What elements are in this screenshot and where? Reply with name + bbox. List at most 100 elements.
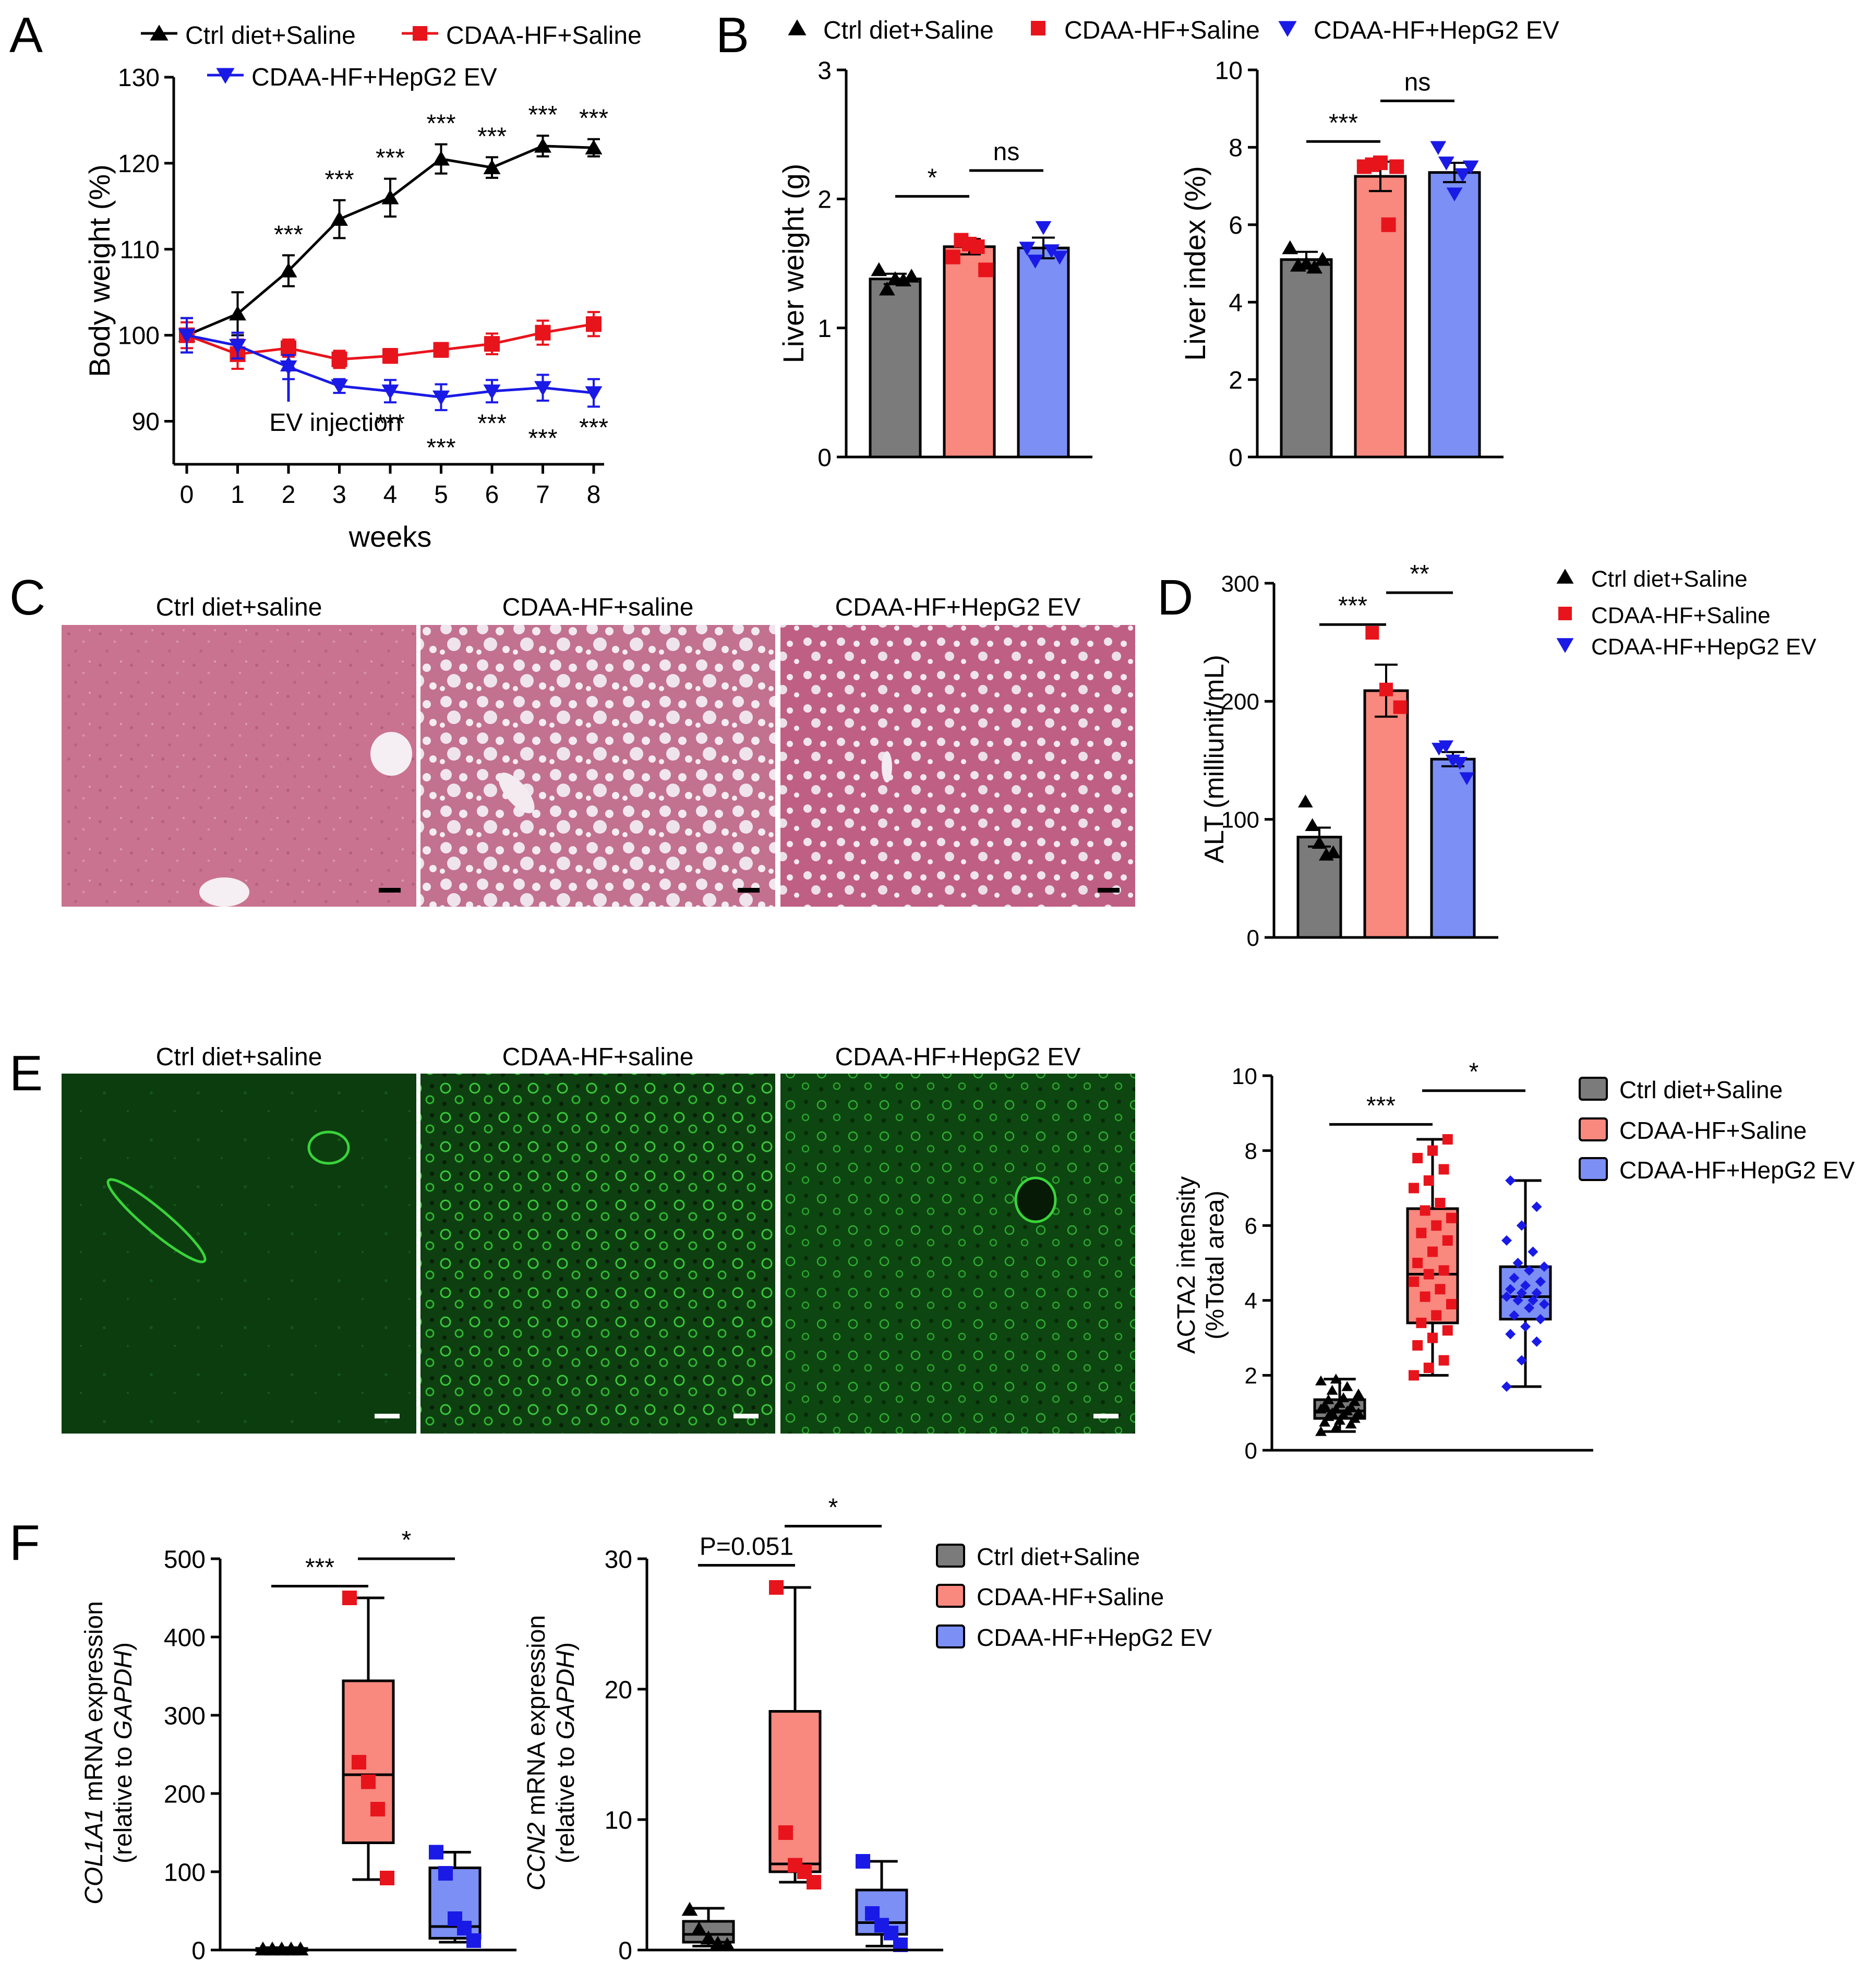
- a-significance-lower: ***: [426, 434, 455, 462]
- f1-data-point: [292, 1941, 309, 1956]
- f1-y-tick-label: 500: [164, 1546, 206, 1573]
- a-significance-lower: ***: [528, 425, 557, 452]
- a-x-tick-label: 6: [485, 481, 499, 509]
- a-ev-arrow-head: [280, 356, 297, 371]
- a-significance-upper: ***: [477, 123, 507, 150]
- e-data-point: [1412, 1258, 1423, 1268]
- e-data-point: [1345, 1418, 1357, 1429]
- f2-data-point: [719, 1937, 736, 1951]
- f1-data-point: [457, 1921, 472, 1935]
- a-x-tick-label: 4: [383, 481, 398, 509]
- b2-bar-ev: [1428, 171, 1481, 459]
- b2-bar-ctrl: [1280, 258, 1333, 459]
- e-scale-bar-2: [1093, 1414, 1119, 1418]
- e-fluorescence-image-0: [62, 1074, 416, 1434]
- f1-data-point: [380, 1871, 394, 1885]
- f1-data-point: [361, 1774, 376, 1789]
- e-data-point: [1427, 1246, 1438, 1257]
- a-x-tick-label: 0: [180, 481, 194, 509]
- b2-data-point: [1373, 155, 1388, 171]
- b1-y-tick-label: 0: [817, 444, 832, 472]
- e-scale-bar-0: [375, 1414, 400, 1418]
- e-data-point: [1423, 1363, 1434, 1374]
- a-significance-lower: ***: [477, 410, 507, 437]
- d-data-point: [1379, 682, 1393, 696]
- b1-bar-hf: [943, 245, 996, 459]
- e-y-axis-label-line2: (%Total area): [1201, 1190, 1229, 1339]
- a-point-ctrl: [585, 139, 603, 154]
- e-data-point: [1322, 1394, 1334, 1404]
- f1-data-point: [370, 1802, 385, 1816]
- e-data-point: [1442, 1325, 1453, 1336]
- f2-y-tick-label: 20: [605, 1676, 632, 1704]
- e-data-point: [1326, 1385, 1338, 1395]
- a-point-ctrl: [483, 159, 501, 174]
- b1-y-axis-label: Liver weight (g): [777, 164, 810, 364]
- b2-data-point: [1462, 160, 1479, 175]
- e-data-point: [1531, 1287, 1542, 1298]
- a-significance-upper: ***: [376, 145, 405, 172]
- e-data-point: [1409, 1276, 1419, 1287]
- e-data-point: [1334, 1398, 1345, 1408]
- b1-data-point: [895, 272, 911, 287]
- a-point-hf: [484, 336, 500, 352]
- e-data-point: [1330, 1374, 1342, 1384]
- b1-y-tick-label: 2: [817, 186, 832, 214]
- d-legend-ctrl-marker: [1556, 569, 1574, 584]
- f1-data-point: [429, 1845, 443, 1860]
- e-data-point: [1416, 1227, 1427, 1238]
- b-legend-ctrl-marker: [788, 19, 807, 35]
- f2-y-axis-label-gene: CCN2: [523, 1822, 550, 1891]
- d-data-point: [1393, 700, 1407, 714]
- a-y-tick-label: 100: [118, 322, 160, 350]
- f1-data-point: [466, 1933, 481, 1948]
- c-histology-image-0: [62, 625, 416, 907]
- e-vessel-signal: [307, 1130, 350, 1165]
- e-data-point: [1520, 1280, 1531, 1291]
- f2-data-point: [769, 1580, 784, 1595]
- e-y-tick-label: 4: [1245, 1289, 1257, 1314]
- c-vessel: [498, 773, 535, 813]
- f-legend-ctrl-swatch: [936, 1544, 965, 1568]
- e-data-point: [1524, 1303, 1535, 1314]
- e-data-point: [1509, 1272, 1520, 1283]
- f-legend-ctrl-label: Ctrl diet+Saline: [977, 1543, 1140, 1570]
- d-y-tick-label: 0: [1247, 925, 1259, 951]
- e-data-point: [1416, 1317, 1427, 1328]
- e-data-point: [1353, 1407, 1364, 1417]
- e-data-point: [1505, 1175, 1516, 1186]
- a-significance-upper: ***: [426, 110, 455, 138]
- f1-y-axis-label-rest: mRNA expression: [80, 1601, 108, 1808]
- e-data-point: [1409, 1370, 1419, 1381]
- f2-y-axis-label-rest: mRNA expression: [523, 1615, 550, 1822]
- a-point-ev: [331, 379, 348, 394]
- a-point-ev: [534, 381, 551, 396]
- f1-box-hf: [342, 1679, 395, 1844]
- e-data-point: [1338, 1392, 1350, 1402]
- e-data-point: [1512, 1258, 1523, 1268]
- c-image-title-0: Ctrl diet+saline: [156, 594, 322, 621]
- a-x-tick-label: 2: [282, 481, 296, 509]
- b1-data-point: [871, 262, 887, 276]
- e-data-point: [1505, 1329, 1516, 1340]
- e-data-point: [1431, 1310, 1442, 1321]
- f2-data-point: [681, 1901, 698, 1916]
- e-data-point: [1353, 1388, 1364, 1399]
- e-y-tick-label: 10: [1232, 1064, 1257, 1089]
- b1-y-tick-label: 1: [817, 315, 832, 343]
- f1-y-tick-label: 200: [164, 1780, 206, 1808]
- a-y-tick-label: 110: [119, 236, 160, 264]
- panel-letter-c: C: [9, 570, 45, 625]
- e-data-point: [1435, 1284, 1446, 1295]
- d-bar-ev: [1430, 757, 1476, 939]
- b-legend-ev-label: CDAA-HF+HepG2 EV: [1314, 17, 1559, 44]
- b-legend-hf-label: CDAA-HF+Saline: [1064, 17, 1260, 44]
- f2-y-tick-label: 0: [618, 1937, 632, 1965]
- b2-bar-hf: [1354, 175, 1407, 459]
- e-data-point: [1345, 1401, 1357, 1412]
- e-data-point: [1330, 1403, 1342, 1414]
- e-data-point: [1501, 1291, 1512, 1302]
- a-point-ev: [585, 386, 603, 401]
- b2-data-point: [1314, 251, 1331, 266]
- e-data-point: [1438, 1164, 1449, 1175]
